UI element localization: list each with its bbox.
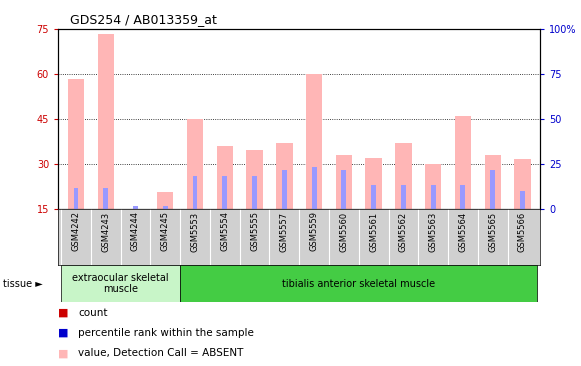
Bar	[520, 191, 525, 209]
Bar	[342, 170, 346, 209]
Bar	[485, 155, 501, 209]
Bar	[163, 206, 168, 209]
Bar	[180, 265, 537, 302]
Text: value, Detection Call = ABSENT: value, Detection Call = ABSENT	[78, 348, 244, 358]
Bar	[276, 143, 292, 209]
Bar	[74, 188, 78, 209]
Bar	[336, 155, 352, 209]
Bar	[282, 170, 287, 209]
Text: GSM5560: GSM5560	[339, 212, 349, 251]
Text: GSM5554: GSM5554	[220, 212, 229, 251]
Bar	[431, 185, 436, 209]
Bar	[103, 188, 108, 209]
Text: ■: ■	[58, 308, 69, 318]
Text: GSM4243: GSM4243	[101, 212, 110, 251]
Text: GSM4244: GSM4244	[131, 212, 140, 251]
Bar	[252, 176, 257, 209]
Bar	[365, 158, 382, 209]
Text: tibialis anterior skeletal muscle: tibialis anterior skeletal muscle	[282, 279, 435, 289]
Bar	[425, 164, 442, 209]
Text: GSM5565: GSM5565	[488, 212, 497, 251]
Bar	[98, 34, 114, 209]
Text: GSM5563: GSM5563	[429, 212, 437, 252]
Bar	[217, 146, 233, 209]
Bar	[455, 116, 471, 209]
Text: GSM5555: GSM5555	[250, 212, 259, 251]
Bar	[395, 143, 411, 209]
Text: GSM5562: GSM5562	[399, 212, 408, 251]
Text: count: count	[78, 308, 108, 318]
Text: GSM5564: GSM5564	[458, 212, 468, 251]
Text: GSM5559: GSM5559	[310, 212, 318, 251]
Text: ■: ■	[58, 348, 69, 358]
Bar	[461, 185, 465, 209]
Bar	[371, 185, 376, 209]
Text: GSM5553: GSM5553	[191, 212, 199, 251]
Bar	[61, 265, 180, 302]
Bar	[401, 185, 406, 209]
Text: ■: ■	[58, 328, 69, 338]
Bar	[246, 150, 263, 209]
Bar	[187, 119, 203, 209]
Bar	[514, 159, 530, 209]
Text: GSM4245: GSM4245	[161, 212, 170, 251]
Text: GSM5557: GSM5557	[280, 212, 289, 251]
Bar	[311, 167, 317, 209]
Text: GSM5561: GSM5561	[369, 212, 378, 251]
Text: GDS254 / AB013359_at: GDS254 / AB013359_at	[70, 12, 217, 26]
Bar	[68, 79, 84, 209]
Text: GSM4242: GSM4242	[71, 212, 80, 251]
Text: extraocular skeletal
muscle: extraocular skeletal muscle	[72, 273, 169, 295]
Text: GSM5566: GSM5566	[518, 212, 527, 252]
Bar	[157, 192, 174, 209]
Bar	[490, 170, 495, 209]
Bar	[192, 176, 198, 209]
Bar	[306, 74, 322, 209]
Text: percentile rank within the sample: percentile rank within the sample	[78, 328, 254, 338]
Bar	[133, 206, 138, 209]
Bar	[223, 176, 227, 209]
Text: tissue ►: tissue ►	[3, 279, 42, 289]
